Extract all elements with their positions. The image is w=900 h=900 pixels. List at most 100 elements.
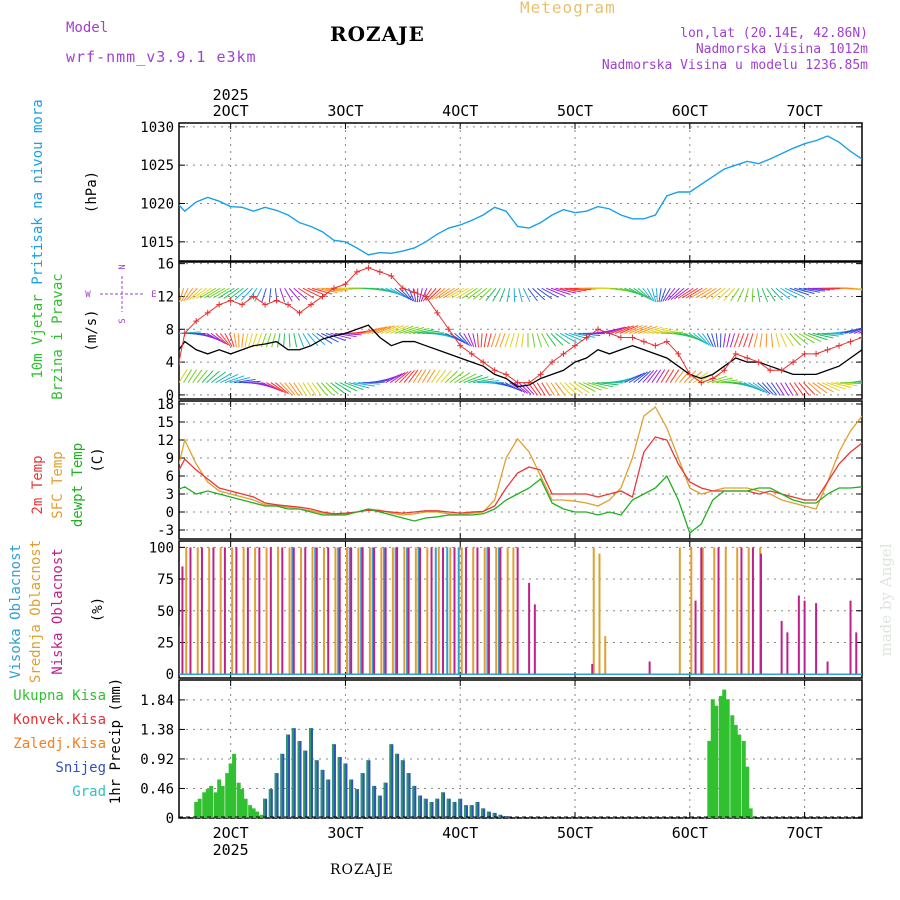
year-label-top: 2025 <box>213 86 249 104</box>
wind-barb <box>775 287 791 300</box>
wind-barb <box>752 382 768 394</box>
wind-barb <box>403 369 415 383</box>
wind-barb <box>665 369 675 383</box>
wind-barb <box>435 369 447 383</box>
x-tick-label-bottom: 2OCT <box>213 824 249 842</box>
precip-bar-mix <box>492 812 495 818</box>
gust-marker <box>537 371 544 378</box>
wind-barb <box>283 333 286 348</box>
precip-bar <box>710 699 715 818</box>
precip-bar-mix <box>406 773 409 818</box>
wind-barb <box>677 287 694 299</box>
wind-barb <box>761 288 769 303</box>
precip-bar-mix <box>412 785 415 818</box>
y-tick-label: 50 <box>157 604 174 620</box>
wind-barb <box>220 373 239 384</box>
precip-bar-mix <box>349 779 352 818</box>
footer-title: ROZAJE <box>330 862 394 878</box>
wind-barb <box>206 370 220 383</box>
wind-barb <box>451 287 469 299</box>
precip-bar <box>725 699 730 818</box>
wind-barb <box>380 374 400 384</box>
x-tick-label-bottom: 6OCT <box>672 824 708 842</box>
model-elevation-label: Nadmorska Visina u modelu 1236.85m <box>601 58 868 73</box>
precip-bar <box>236 782 241 818</box>
wind-barb <box>647 327 668 334</box>
wind-barb <box>536 333 542 348</box>
gust-marker <box>480 359 487 366</box>
wind-barb <box>385 287 404 297</box>
gust-marker <box>836 342 843 349</box>
temperature-panel <box>178 400 863 540</box>
wind-barb <box>651 369 662 383</box>
gust-marker <box>239 301 246 308</box>
compass-n: N <box>118 264 128 269</box>
wind-barb <box>444 370 458 383</box>
gust-marker <box>319 293 326 300</box>
wind-barb <box>472 287 487 300</box>
wind-barb <box>744 288 749 303</box>
wind-barb <box>550 382 560 396</box>
wind-barb <box>656 330 679 334</box>
wind-barb <box>578 382 596 393</box>
pressure-plot-area <box>179 135 862 256</box>
gust-marker <box>411 289 418 296</box>
y-tick-label: 100 <box>149 540 174 556</box>
wind-barb <box>715 333 719 348</box>
wind-barb <box>320 382 333 396</box>
x-tick-label-bottom: 4OCT <box>442 824 478 842</box>
wind-barb <box>660 369 670 383</box>
wind-barb <box>564 287 587 292</box>
wind-barb <box>770 382 781 396</box>
precip-bar-mix <box>423 798 426 818</box>
compass-e: E <box>151 290 156 300</box>
wind-barb <box>546 287 565 297</box>
wind-barb <box>798 287 821 293</box>
precip-bar-mix <box>418 795 421 818</box>
wind-barb <box>692 332 708 345</box>
wind-barb <box>518 288 523 303</box>
wind-barb <box>210 371 226 383</box>
wind-barb <box>705 287 722 300</box>
wind-barb <box>518 382 532 395</box>
y-tick-label: 16 <box>157 257 174 273</box>
y-tick-label: 1025 <box>140 158 174 174</box>
wind-barb <box>358 382 380 385</box>
gust-marker <box>376 268 383 275</box>
precip-bar-mix <box>274 773 277 818</box>
wind-barb <box>180 288 189 302</box>
wind-barb <box>330 332 352 340</box>
gust-marker <box>686 371 693 378</box>
wind-barb <box>550 287 571 295</box>
wind-barb <box>248 333 253 348</box>
precip-bar <box>220 785 225 818</box>
wind-unit-label: (m/s) <box>84 309 100 351</box>
wind-barb <box>633 325 653 334</box>
y-tick-label: 0.92 <box>140 752 174 768</box>
y-tick-label: 12 <box>157 433 174 449</box>
precip-bar <box>232 753 237 818</box>
temp-series-label-2: SFC Temp <box>50 451 66 518</box>
precip-bar-mix <box>383 782 386 818</box>
wind-barb <box>720 381 743 384</box>
wind-barb <box>748 333 754 348</box>
wind-barb <box>254 288 263 302</box>
x-tick-label-top: 5OCT <box>557 102 593 120</box>
wind-barb <box>722 333 726 348</box>
y-tick-label: -3 <box>157 523 174 539</box>
precip-bar-mix <box>286 734 289 818</box>
wind-barb <box>564 382 578 395</box>
wind-barb <box>637 287 652 301</box>
precip-bar <box>213 792 218 818</box>
precip-plot-area <box>179 689 862 818</box>
wind-barb <box>751 288 754 303</box>
wind-barb <box>458 373 477 384</box>
wind-barb <box>633 371 648 383</box>
wind-barb <box>729 333 736 348</box>
precip-bar-mix <box>486 811 489 818</box>
x-tick-label-bottom: 7OCT <box>787 824 823 842</box>
wind-speed-line <box>179 324 862 388</box>
wind-barb <box>803 332 822 343</box>
temperature-frame <box>178 400 863 540</box>
gust-marker <box>422 293 429 300</box>
